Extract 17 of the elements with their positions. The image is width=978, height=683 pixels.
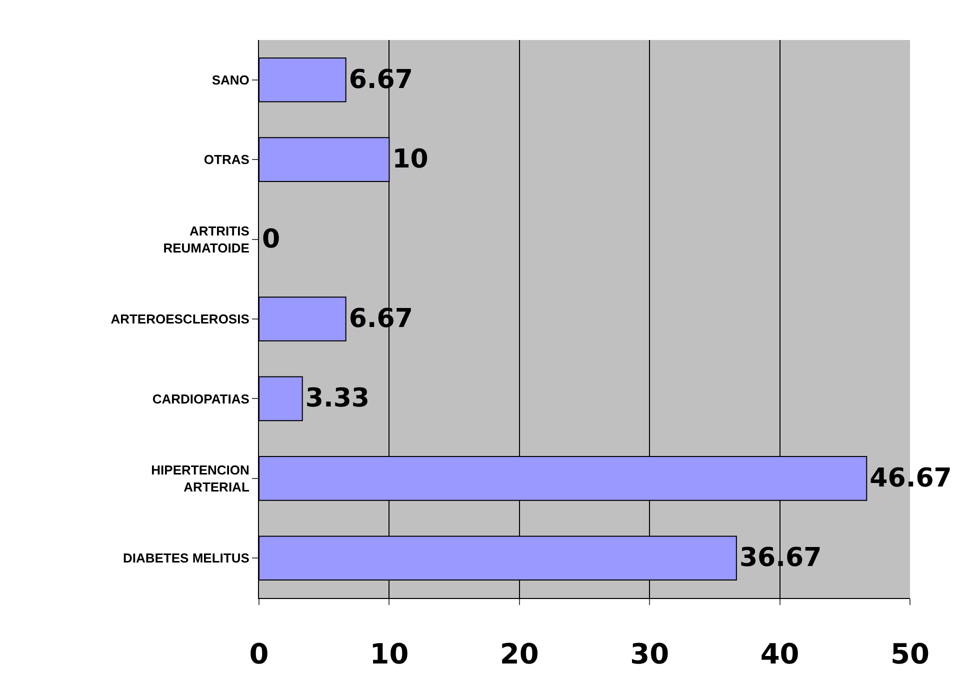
y-tick-label: ARTEROESCLEROSIS	[110, 312, 250, 327]
data-label: 46.67	[870, 463, 952, 494]
y-tick-label: ARTRITIS REUMATOIDE	[163, 223, 250, 256]
y-tick-label: SANO	[212, 72, 250, 88]
x-tick-label: 10	[370, 638, 409, 671]
data-label: 3.33	[305, 384, 370, 414]
data-label: 10	[392, 144, 428, 175]
data-label: 0	[262, 224, 280, 254]
x-tick-label: 50	[890, 638, 930, 671]
x-tick-label: 40	[760, 638, 800, 671]
y-tick-label: HIPERTENCION ARTERIAL	[151, 462, 250, 494]
y-tick-label: OTRAS	[204, 152, 250, 168]
x-tick-label: 20	[500, 638, 539, 671]
y-tick-label: DIABETES MELITUS	[122, 550, 250, 566]
x-tick-label: 30	[630, 638, 670, 671]
x-tick-label: 0	[249, 638, 269, 671]
y-tick-label: CARDIOPATIAS	[152, 391, 250, 406]
